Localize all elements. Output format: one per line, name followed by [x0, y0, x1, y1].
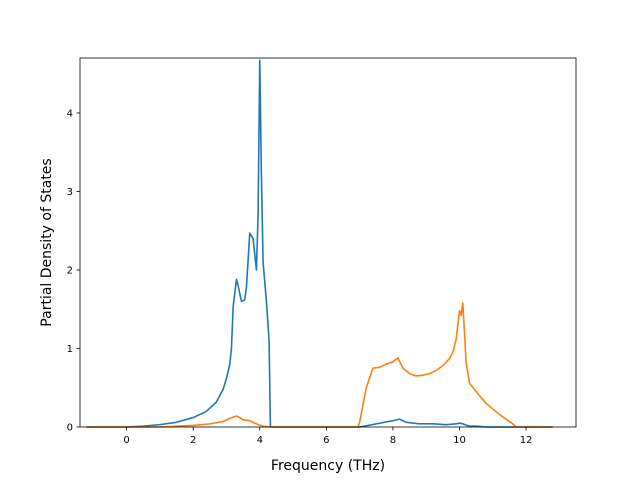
x-tick-label: 0	[123, 435, 129, 446]
x-tick-label: 6	[323, 435, 329, 446]
x-tick-label: 4	[257, 435, 263, 446]
y-tick-label: 2	[67, 265, 73, 276]
x-axis: 0 2 4 6 8 10 12	[123, 427, 532, 446]
x-tick-label: 12	[520, 435, 533, 446]
y-tick-label: 4	[67, 108, 73, 119]
x-tick-label: 10	[453, 435, 466, 446]
series-layer	[86, 59, 553, 428]
y-axis-label: Partial Density of States	[39, 158, 55, 326]
plot-frame	[79, 57, 577, 428]
x-tick-label: 2	[190, 435, 196, 446]
series-line-1	[86, 59, 553, 428]
y-tick-label: 1	[67, 344, 73, 355]
x-tick-label: 8	[390, 435, 396, 446]
y-axis: 0 1 2 3 4	[67, 108, 80, 434]
y-tick-label: 0	[67, 423, 73, 434]
y-tick-label: 3	[67, 187, 73, 198]
series-line-2	[86, 302, 553, 428]
x-axis-label: Frequency (THz)	[271, 458, 385, 474]
